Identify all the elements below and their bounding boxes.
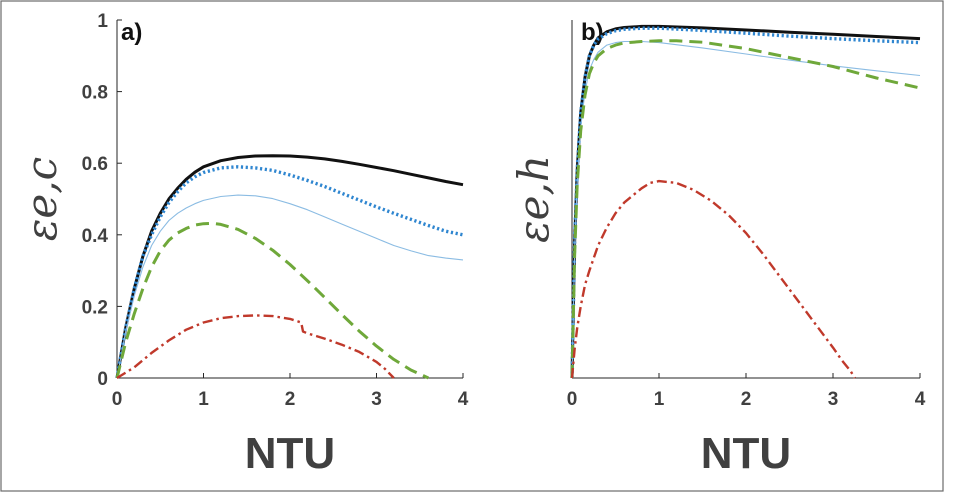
panel-a-series-line-2-dotted	[115, 165, 464, 379]
panel-a-y-tick-label: 0.8	[82, 83, 108, 104]
panel-a-series-line-4-dashed	[115, 221, 430, 380]
panel-a-y-axis-symbol: ε	[17, 219, 66, 242]
panel-a-y-tick-label: 0.4	[82, 226, 109, 247]
panel-b-x-tick-label: 1	[654, 389, 665, 410]
panel-b-y-axis-subscript: e,h	[509, 155, 558, 220]
panel-a-x-tick-label: 3	[371, 389, 382, 410]
panel-a-y-tick-label: 0.6	[82, 154, 108, 175]
panel-a-x-tick-label: 4	[458, 389, 469, 410]
panel-a-x-tick-label: 0	[112, 389, 123, 410]
panel-a-series-line-5-dashdot	[116, 314, 395, 380]
panel-b-x-axis-label: NTU	[701, 429, 791, 478]
panel-b-x-tick-label: 2	[741, 389, 752, 410]
panel-a-y-tick-label: 0	[97, 369, 108, 390]
panel-b: b) εe,h NTU 0 1 2 3 4	[509, 19, 926, 478]
panel-b-x-tick-label: 0	[567, 389, 578, 410]
panel-a-x-tick-label: 2	[285, 389, 296, 410]
panel-a-y-axis-label: εe,c	[17, 157, 66, 241]
panel-a-series-line-1-solid	[115, 154, 464, 379]
panel-b-y-axis-label: εe,h	[509, 155, 558, 243]
panel-b-series-line-2-dotted	[570, 26, 921, 379]
panel-a-y-axis-subscript: e,c	[17, 157, 66, 219]
panel-b-series-line-4-dashed	[570, 39, 921, 379]
panel-b-series-line-5-dashdot	[570, 179, 856, 379]
panel-a-y-tick-label: 1	[97, 11, 108, 32]
panel-a-series-line-3-thin	[116, 194, 464, 379]
panel-a-y-tick-label: 0.2	[82, 297, 108, 318]
panel-b-x-tick-label: 3	[828, 389, 839, 410]
panel-a-x-axis-label: NTU	[245, 429, 335, 478]
panel-a: a) εe,c NTU 0 1 2 3 4 0 0.2 0.4 0.6 0.8 1	[17, 11, 469, 478]
panel-b-x-tick-label: 4	[915, 389, 926, 410]
panel-b-label: b)	[581, 19, 604, 46]
panel-a-x-tick-label: 1	[198, 389, 209, 410]
panel-a-label: a)	[121, 19, 142, 46]
panel-b-series-line-3-thin	[571, 40, 921, 379]
panel-b-y-axis-symbol: ε	[509, 220, 558, 243]
